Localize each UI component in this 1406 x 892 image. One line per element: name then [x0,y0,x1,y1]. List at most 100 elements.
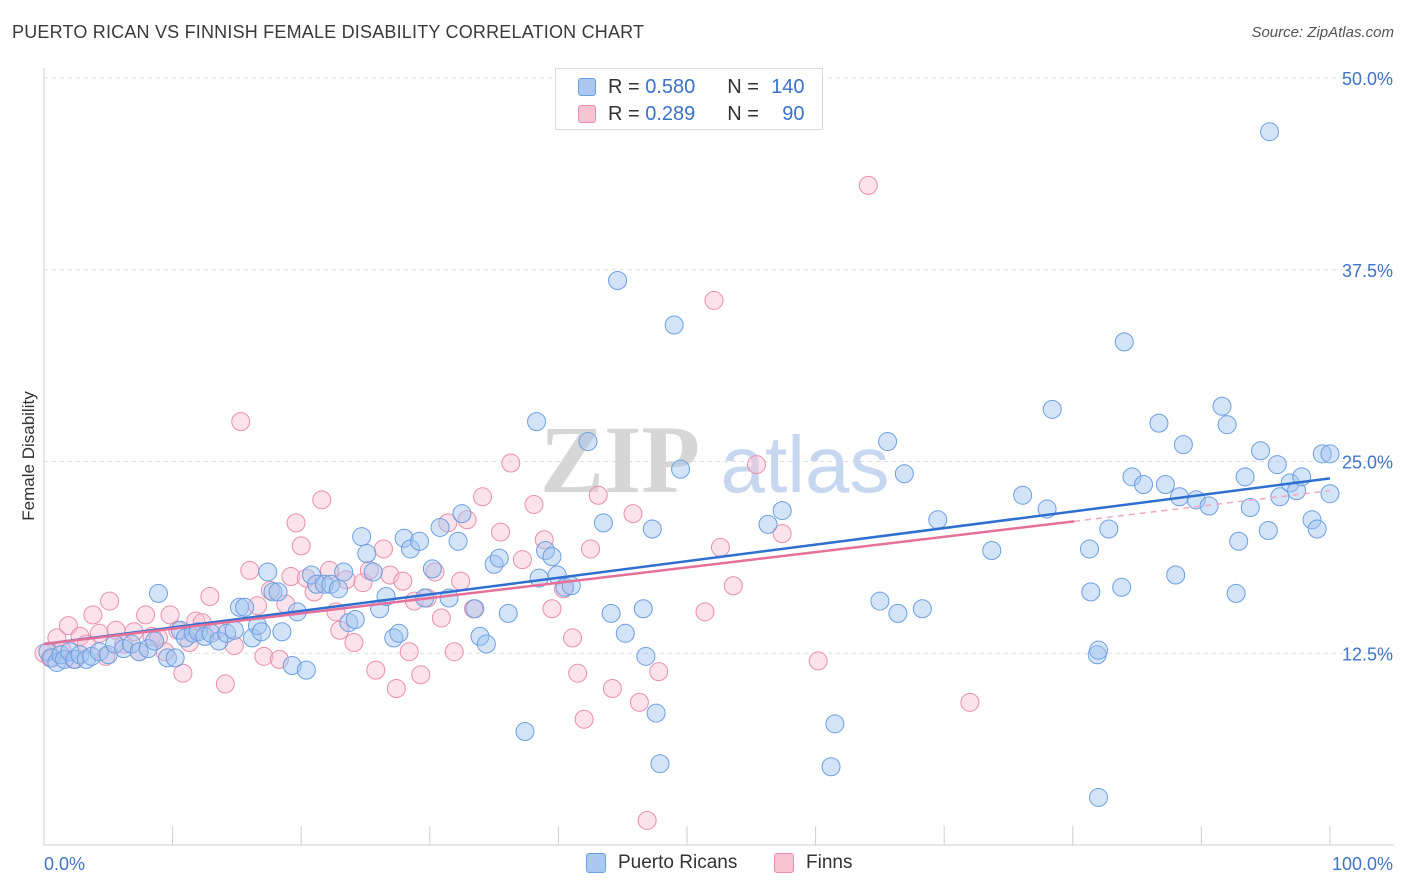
puerto-rican-point [465,599,485,619]
puerto-rican-point [772,501,792,521]
finn-point [858,175,878,195]
puerto-rican-point [870,591,890,611]
finn-point [772,524,792,544]
puerto-rican-point [527,412,547,432]
finn-point [574,709,594,729]
axes: 12.5% 25.0% 37.5% 50.0% 0.0% 100.0% [43,68,1394,874]
finn-point [386,679,406,699]
chart-title: PUERTO RICAN VS FINNISH FEMALE DISABILIT… [12,22,645,42]
finn-point [89,623,109,643]
source-label: Source: ZipAtlas.com [1251,24,1394,41]
puerto-rican-point [664,315,684,335]
finn-point [393,571,413,591]
puerto-ricans-points [38,122,1340,807]
finn-point [411,665,431,685]
puerto-rican-point [615,623,635,643]
legend-r-label: R = [608,102,646,125]
finn-point [173,663,193,683]
puerto-rican-point [363,562,383,582]
finn-point [563,628,583,648]
puerto-rican-point [307,574,327,594]
puerto-rican-point [593,513,613,533]
puerto-rican-point [314,574,334,594]
puerto-rican-point [1173,435,1193,455]
finn-point [746,455,766,475]
puerto-rican-point [1258,521,1278,541]
finn-point [431,608,451,628]
puerto-rican-point [357,544,377,564]
finn-point [649,662,669,682]
puerto-rican-point [328,579,348,599]
puerto-rican-point [1013,485,1033,505]
finn-point [491,522,511,542]
puerto-rican-point [1217,415,1237,435]
puerto-rican-point [430,517,450,537]
finn-point [542,599,562,619]
puerto-rican-point [352,527,372,547]
y-axis-label: Female Disability [19,391,38,521]
finn-point [215,674,235,694]
puerto-rican-point [448,531,468,551]
y-tick-label: 25.0% [1342,453,1393,473]
finn-point [457,510,477,530]
finn-point [240,560,260,580]
legend-swatch-blue [578,78,596,96]
puerto-rican-point [646,703,666,723]
finn-point [399,642,419,662]
finn-point [374,539,394,559]
puerto-rican-point [1240,498,1260,518]
legend-n-label: N = [727,102,765,125]
finns-trend-line [43,520,1075,646]
puerto-rican-point [1099,519,1119,539]
puerto-ricans-trend-line [43,477,1331,646]
y-tick-label: 12.5% [1342,644,1393,664]
finn-point [473,487,493,507]
puerto-rican-point [410,531,430,551]
bottom-legend-label: Puerto Ricans [618,852,738,873]
finn-point [366,660,386,680]
puerto-rican-point [1166,565,1186,585]
finn-point [200,586,220,606]
puerto-rican-point [671,459,691,479]
puerto-rican-point [608,270,628,290]
legend-r-label: R = [608,75,646,98]
puerto-rican-point [1149,413,1169,433]
puerto-rican-point [157,648,177,668]
puerto-rican-point [489,548,509,568]
puerto-rican-point [542,547,562,567]
y-tick-label: 50.0% [1342,69,1393,89]
y-tick-label: 37.5% [1342,261,1393,281]
puerto-rican-point [251,622,271,642]
finn-point [231,412,251,432]
finn-point [629,692,649,712]
legend-n-value: 90 [782,102,805,125]
puerto-rican-point [650,754,670,774]
puerto-rican-point [165,648,185,668]
finn-point [623,504,643,524]
x-tick-label: 100.0% [1332,854,1393,874]
puerto-rican-point [1302,510,1322,530]
bottom-legend-puerto-ricans: Puerto Ricans [586,852,737,874]
finn-point [254,646,274,666]
puerto-rican-point [1199,496,1219,516]
puerto-rican-point [498,603,518,623]
finn-point [312,490,332,510]
puerto-rican-point [476,634,496,654]
finn-point [425,562,445,582]
puerto-rican-point [258,562,278,582]
watermark-zip: ZIP [540,406,700,513]
puerto-rican-point [301,565,321,585]
puerto-rican-point [758,514,778,534]
puerto-rican-point [515,721,535,741]
puerto-rican-point [263,582,283,602]
puerto-rican-point [636,646,656,666]
finn-point [704,290,724,310]
puerto-rican-point [282,656,302,676]
legend-swatch-pink [578,105,596,123]
puerto-rican-point [1080,539,1100,559]
puerto-rican-point [601,603,621,623]
bottom-legend-label: Finns [806,852,853,873]
puerto-rican-point [224,620,244,640]
finn-point [588,485,608,505]
